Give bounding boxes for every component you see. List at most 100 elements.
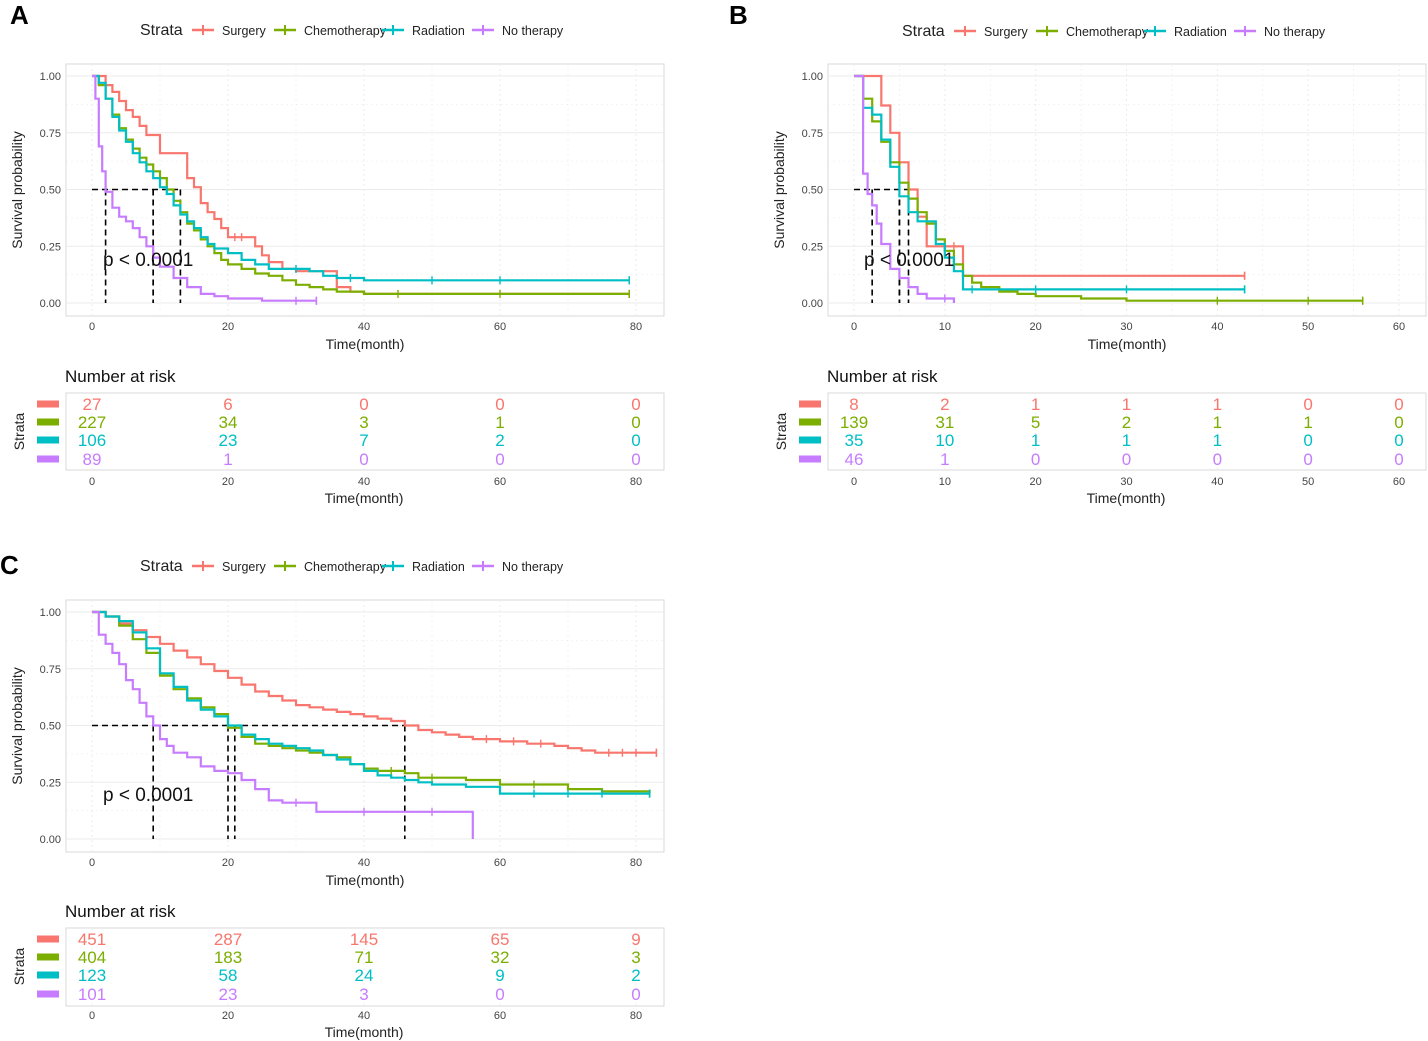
x-tick-label: 20 [222, 321, 234, 333]
series-no-therapy [92, 74, 318, 305]
risk-x-tick-label: 30 [1120, 476, 1132, 488]
risk-count: 71 [355, 948, 374, 967]
risk-count: 0 [1303, 431, 1312, 450]
risk-x-tick-label: 0 [851, 476, 857, 488]
risk-count: 58 [219, 966, 238, 985]
risk-count: 1 [1213, 395, 1222, 414]
y-tick-label: 0.50 [40, 185, 61, 197]
risk-row-swatch [37, 990, 59, 998]
risk-count: 0 [359, 450, 368, 469]
risk-count: 27 [83, 395, 102, 414]
y-tick-label: 0.00 [40, 834, 61, 846]
risk-count: 1 [1213, 413, 1222, 432]
risk-x-tick-label: 20 [222, 1010, 234, 1022]
survival-curve [92, 74, 630, 295]
survival-curve [854, 74, 1245, 291]
legend-title: Strata [902, 23, 945, 40]
legend-label: Chemotherapy [304, 24, 387, 38]
risk-count: 0 [495, 985, 504, 1004]
legend-item: Surgery [192, 560, 267, 574]
p-value-label: p < 0.0001 [864, 250, 954, 271]
x-tick-label: 0 [89, 321, 95, 333]
x-tick-label: 60 [494, 857, 506, 869]
risk-count: 9 [631, 930, 640, 949]
y-tick-label: 0.00 [802, 298, 823, 310]
survival-curves [854, 74, 1364, 305]
risk-count: 1 [1303, 413, 1312, 432]
legend-item: Chemotherapy [274, 24, 387, 38]
y-tick-label: 0.75 [40, 664, 61, 676]
legend-label: Surgery [984, 25, 1029, 39]
risk-count: 34 [219, 413, 238, 432]
risk-table-ylabel: Strata [773, 413, 789, 451]
legend: Strata Surgery Chemotherapy Radiation No the… [140, 558, 564, 575]
legend-label: No therapy [502, 560, 564, 574]
risk-x-tick-label: 40 [1211, 476, 1223, 488]
risk-row-swatch [37, 436, 59, 444]
x-tick-label: 20 [222, 857, 234, 869]
y-axis-title: Survival probability [771, 131, 787, 249]
series-no-therapy [854, 74, 955, 303]
p-value-label: p < 0.0001 [103, 250, 193, 271]
risk-table-area [65, 392, 665, 471]
y-tick-label: 0.50 [40, 721, 61, 733]
risk-row-swatch [37, 418, 59, 426]
legend-label: No therapy [1264, 25, 1326, 39]
panel-a: A Strata Surgery Chemotherapy Radiation No th… [9, 0, 665, 506]
risk-x-tick-label: 60 [494, 1010, 506, 1022]
x-axis-title: Time(month) [1088, 336, 1167, 352]
survival-curve [92, 610, 474, 839]
risk-count: 451 [78, 930, 106, 949]
risk-count: 227 [78, 413, 106, 432]
risk-count: 1 [223, 450, 232, 469]
risk-count: 123 [78, 966, 106, 985]
panel-b: B Strata Surgery Chemotherapy Radiation No th… [729, 0, 1427, 506]
legend-item: Chemotherapy [274, 560, 387, 574]
x-tick-label: 20 [1030, 321, 1042, 333]
y-tick-label: 0.75 [40, 128, 61, 140]
x-tick-label: 30 [1120, 321, 1132, 333]
x-tick-label: 10 [939, 321, 951, 333]
x-tick-label: 80 [630, 321, 642, 333]
risk-count: 3 [359, 413, 368, 432]
x-tick-label: 50 [1302, 321, 1314, 333]
risk-count: 32 [491, 948, 510, 967]
risk-count: 46 [845, 450, 864, 469]
risk-count: 7 [359, 431, 368, 450]
risk-row-swatch [37, 935, 59, 943]
risk-row-swatch [37, 953, 59, 961]
series-surgery [92, 610, 658, 757]
risk-count: 1 [1031, 395, 1040, 414]
legend-item: Chemotherapy [1036, 25, 1149, 39]
legend-item: No therapy [472, 24, 564, 38]
y-tick-label: 1.00 [802, 71, 823, 83]
risk-count: 139 [840, 413, 868, 432]
legend-item: No therapy [1234, 25, 1326, 39]
risk-count: 2 [631, 966, 640, 985]
panel-label: A [10, 0, 29, 30]
risk-x-tick-label: 20 [222, 476, 234, 488]
risk-count: 0 [1303, 395, 1312, 414]
risk-table-title: Number at risk [65, 902, 176, 921]
y-axis-title: Survival probability [9, 667, 25, 785]
risk-x-tick-label: 60 [1393, 476, 1405, 488]
legend: Strata Surgery Chemotherapy Radiation No the… [140, 22, 564, 39]
risk-count: 10 [935, 431, 954, 450]
x-tick-label: 60 [494, 321, 506, 333]
risk-row-swatch [799, 400, 821, 408]
series-chemotherapy [854, 74, 1364, 305]
risk-row-swatch [799, 455, 821, 463]
risk-count: 1 [1122, 395, 1131, 414]
survival-curve [854, 74, 1363, 302]
y-tick-label: 0.25 [40, 777, 61, 789]
x-tick-label: 40 [358, 321, 370, 333]
risk-x-tick-label: 20 [1030, 476, 1042, 488]
legend-title: Strata [140, 558, 183, 575]
x-tick-label: 0 [851, 321, 857, 333]
x-tick-label: 80 [630, 857, 642, 869]
survival-curves [92, 74, 630, 305]
panel-c: C Strata Surgery Chemotherapy Radiation No th… [0, 550, 665, 1040]
